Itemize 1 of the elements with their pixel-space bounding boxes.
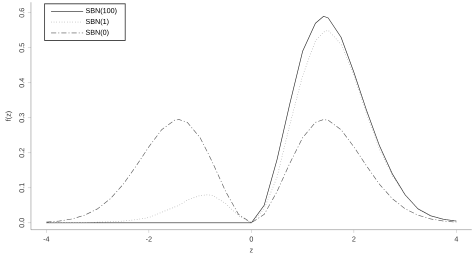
line-series: [46, 119, 457, 224]
